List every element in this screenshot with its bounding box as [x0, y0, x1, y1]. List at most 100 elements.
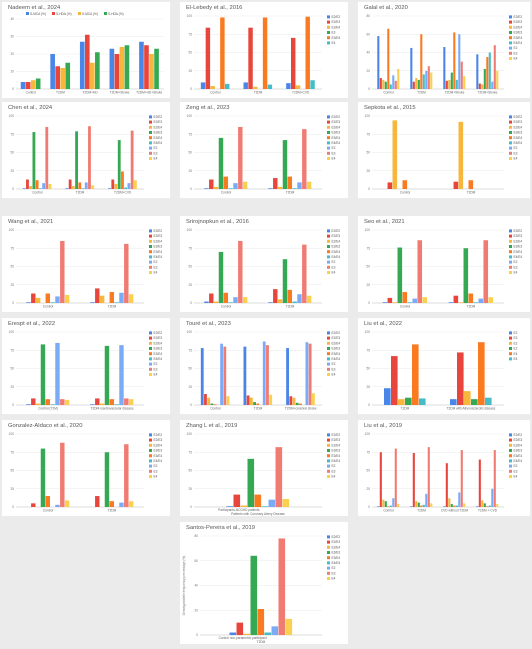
- y-tick-label: 25: [366, 169, 370, 173]
- x-tick-label: T2DM+Stroke: [445, 91, 465, 95]
- y-tick-label: 50: [366, 151, 370, 155]
- x-tick-label: T2DM with Atherosclerotic disease: [447, 407, 496, 411]
- legend-swatch: [149, 362, 152, 366]
- legend-swatch: [327, 535, 330, 539]
- legend-label: E2/E2: [332, 229, 341, 233]
- bar: [417, 502, 420, 507]
- bar: [488, 52, 491, 89]
- bar: [257, 609, 265, 635]
- legend-label: E2/E2: [332, 115, 341, 119]
- bar: [229, 632, 237, 635]
- x-tick-label: T2DM: [286, 191, 295, 195]
- legend-label: E3/E3: [154, 347, 163, 351]
- y-tick-label: 25: [10, 385, 14, 389]
- legend-swatch: [149, 449, 152, 452]
- bar: [420, 34, 423, 89]
- bar: [91, 185, 95, 189]
- bar: [242, 297, 248, 303]
- bar: [269, 394, 273, 405]
- legend-label: E2/E4: [332, 341, 341, 345]
- chart-svg: Srirojnopkun et al., 2016 0 25 50 75 100 Contr…: [186, 219, 341, 309]
- legend-swatch: [509, 347, 512, 350]
- chart-title: Erespt et al., 2022: [8, 321, 55, 327]
- bar: [271, 626, 279, 635]
- x-tick-label: T2DM: [108, 509, 117, 513]
- bar: [299, 403, 302, 405]
- y-tick-label: 40: [10, 17, 14, 21]
- bar: [233, 183, 238, 189]
- bar: [302, 129, 307, 189]
- bar: [412, 344, 419, 405]
- legend-label: E2/E3: [514, 438, 523, 442]
- bar: [55, 504, 60, 507]
- legend-swatch: [149, 120, 152, 124]
- bar: [382, 79, 385, 89]
- bar: [109, 48, 115, 89]
- y-tick-label: 50: [366, 469, 370, 473]
- legend-swatch: [509, 265, 512, 269]
- bar: [90, 302, 95, 303]
- bar: [384, 501, 387, 507]
- legend-label: E2/E3: [514, 20, 523, 24]
- bar: [75, 131, 78, 189]
- legend-swatch: [509, 449, 512, 452]
- bar: [242, 181, 248, 189]
- bar: [209, 179, 214, 189]
- y-tick-label: 0: [12, 187, 14, 191]
- x-tick-label: T2DM+Stroke: [110, 91, 130, 95]
- bar: [391, 356, 398, 405]
- legend-swatch: [149, 331, 152, 335]
- chart-panel: Santos-Pereira et al., 2019 0 20 40 60 80 Geno…: [180, 522, 348, 644]
- legend-label: E2/E3: [514, 234, 523, 238]
- bar: [29, 186, 33, 189]
- legend-label: E3/E4: [514, 136, 523, 140]
- legend-label: E2/E3: [332, 336, 341, 340]
- bar: [218, 251, 224, 303]
- x-tick-label: T2DM+HD+Stroke: [136, 91, 162, 95]
- legend-swatch: [327, 577, 330, 580]
- bar: [450, 399, 457, 405]
- bar: [95, 288, 100, 303]
- x-tick-label: Control: [221, 305, 232, 309]
- legend-label: E4/E4: [332, 141, 341, 145]
- y-tick-label: 100: [187, 432, 193, 436]
- legend-swatch: [149, 234, 152, 238]
- bar: [455, 79, 458, 89]
- y-tick-label: 50: [188, 151, 192, 155]
- bar: [415, 501, 418, 507]
- bar: [425, 70, 428, 89]
- legend-label: E2/E2: [514, 229, 523, 233]
- legend-swatch: [509, 151, 512, 155]
- legend-swatch: [509, 475, 512, 478]
- bar: [417, 240, 423, 303]
- legend-label: E2: [514, 464, 518, 468]
- legend-swatch: [104, 12, 107, 15]
- chart-panel: Sepkota et al., 2015 0 25 50 75 100 Control T2D…: [358, 102, 530, 198]
- legend-swatch: [327, 561, 330, 565]
- legend-swatch: [327, 265, 330, 269]
- legend-label: E4: [514, 157, 518, 161]
- bar: [453, 181, 459, 189]
- legend-label: E3: [514, 265, 518, 269]
- bar: [121, 171, 124, 189]
- x-tick-label: Control: [43, 509, 54, 513]
- bar: [379, 78, 382, 89]
- legend-swatch: [327, 469, 330, 473]
- legend-swatch: [149, 475, 152, 478]
- legend-label: E4/E4: [514, 255, 523, 259]
- bar: [246, 395, 250, 405]
- legend-label: E4: [514, 475, 518, 479]
- legend-label: E3/E3: [154, 245, 163, 249]
- bar: [268, 188, 273, 189]
- bar: [478, 83, 481, 89]
- legend-label: E3: [514, 51, 518, 55]
- bar: [64, 399, 70, 405]
- bar: [285, 618, 293, 635]
- legend-swatch: [327, 454, 330, 458]
- chart-svg: El-Lebedy et al., 2016 0 25 50 75 100 Control T…: [186, 5, 340, 95]
- legend-swatch: [327, 20, 330, 24]
- bar: [295, 85, 301, 89]
- bar: [226, 396, 230, 405]
- y-tick-label: 25: [10, 487, 14, 491]
- chart-svg: Seo et al., 2021 0 25 50 75 100 Control T2DM E2/…: [364, 219, 523, 309]
